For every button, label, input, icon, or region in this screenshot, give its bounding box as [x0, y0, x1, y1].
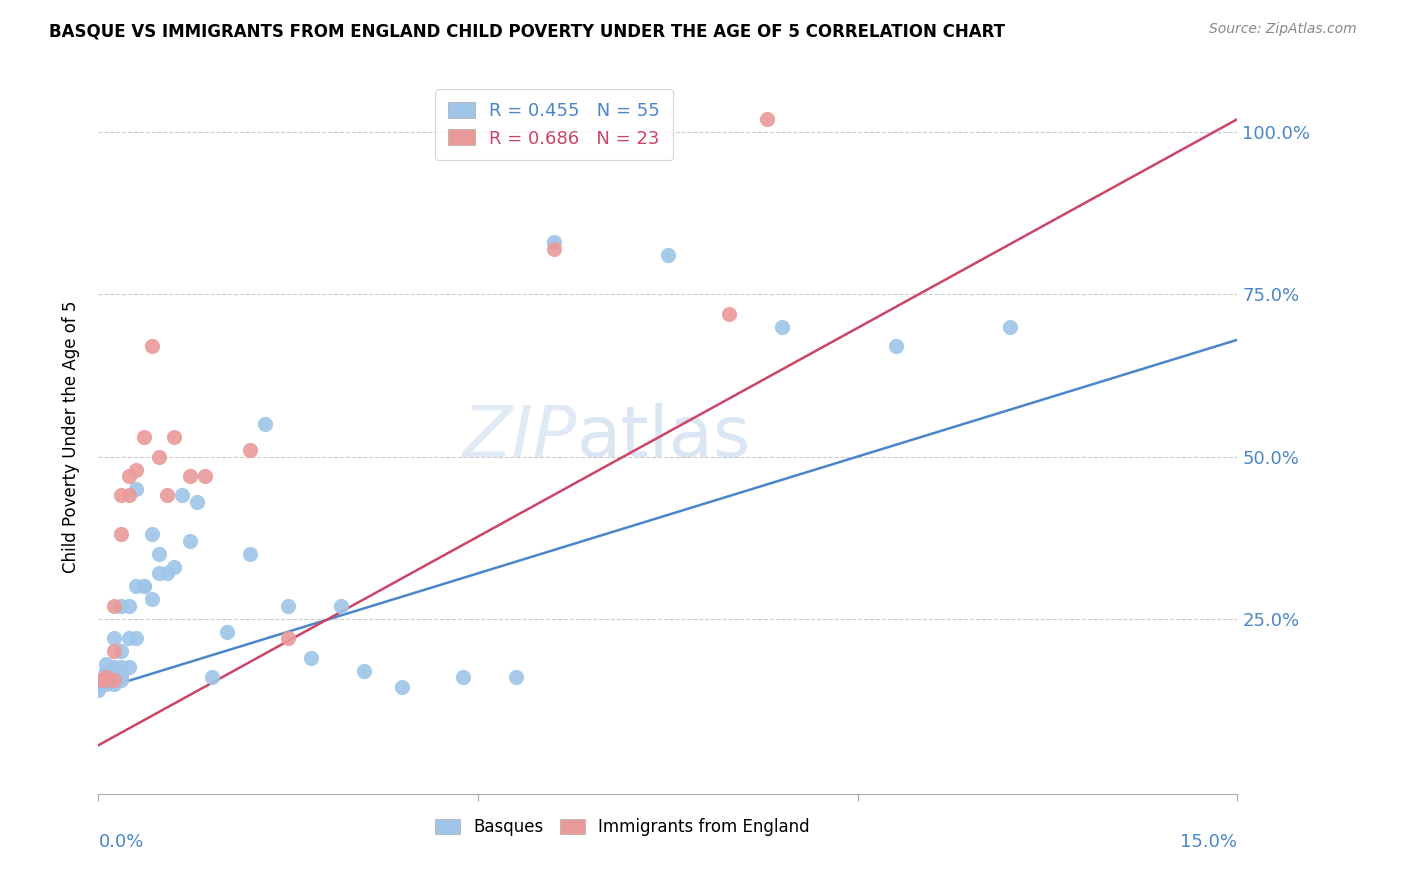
Point [239, 443, 262, 458]
Text: 15.0%: 15.0% [1180, 833, 1237, 851]
Point [103, 660, 125, 674]
Legend: Basques, Immigrants from England: Basques, Immigrants from England [427, 812, 817, 843]
Point [103, 664, 125, 678]
Point [103, 644, 125, 658]
Point [141, 592, 163, 607]
Point [103, 666, 125, 681]
Y-axis label: Child Poverty Under the Age of 5: Child Poverty Under the Age of 5 [62, 301, 80, 574]
Text: atlas: atlas [576, 402, 751, 472]
Point [94, 673, 117, 688]
Point [451, 670, 474, 684]
Point [254, 417, 277, 431]
Point [186, 495, 208, 509]
Point [118, 599, 141, 613]
Point [277, 631, 299, 645]
Point [657, 248, 679, 262]
Point [179, 469, 201, 483]
Point [141, 339, 163, 353]
Point [125, 482, 148, 496]
Point [118, 631, 141, 645]
Point [330, 599, 353, 613]
Point [543, 242, 565, 256]
Point [125, 462, 148, 476]
Point [94, 670, 117, 684]
Point [201, 670, 224, 684]
Point [156, 566, 179, 581]
Point [353, 664, 375, 678]
Point [103, 670, 125, 684]
Point [110, 644, 132, 658]
Point [170, 488, 193, 502]
Point [884, 339, 907, 353]
Text: BASQUE VS IMMIGRANTS FROM ENGLAND CHILD POVERTY UNDER THE AGE OF 5 CORRELATION C: BASQUE VS IMMIGRANTS FROM ENGLAND CHILD … [49, 22, 1005, 40]
Point [94, 673, 117, 688]
Point [110, 670, 132, 684]
Point [132, 430, 155, 444]
Point [103, 599, 125, 613]
Point [110, 527, 132, 541]
Point [217, 624, 239, 639]
Point [163, 559, 186, 574]
Point [110, 660, 132, 674]
Point [299, 650, 322, 665]
Point [118, 660, 141, 674]
Point [94, 670, 117, 684]
Point [94, 666, 117, 681]
Point [717, 307, 740, 321]
Point [755, 112, 778, 127]
Point [87, 680, 110, 694]
Point [94, 664, 117, 678]
Point [94, 657, 117, 672]
Text: ZIP: ZIP [463, 402, 576, 472]
Point [103, 676, 125, 690]
Point [770, 319, 793, 334]
Point [94, 676, 117, 690]
Point [156, 488, 179, 502]
Point [110, 488, 132, 502]
Point [148, 547, 170, 561]
Point [239, 547, 262, 561]
Point [391, 680, 413, 694]
Point [103, 631, 125, 645]
Point [163, 430, 186, 444]
Point [179, 533, 201, 548]
Text: Source: ZipAtlas.com: Source: ZipAtlas.com [1209, 22, 1357, 37]
Point [87, 683, 110, 698]
Point [103, 673, 125, 688]
Point [141, 527, 163, 541]
Point [194, 469, 217, 483]
Point [125, 631, 148, 645]
Text: 0.0%: 0.0% [98, 833, 143, 851]
Point [110, 666, 132, 681]
Point [125, 579, 148, 593]
Point [132, 579, 155, 593]
Point [110, 599, 132, 613]
Point [103, 673, 125, 688]
Point [118, 469, 141, 483]
Point [277, 599, 299, 613]
Point [998, 319, 1021, 334]
Point [94, 673, 117, 688]
Point [110, 673, 132, 688]
Point [132, 579, 155, 593]
Point [148, 450, 170, 464]
Point [87, 673, 110, 688]
Point [505, 670, 527, 684]
Point [118, 488, 141, 502]
Point [148, 566, 170, 581]
Point [543, 235, 565, 250]
